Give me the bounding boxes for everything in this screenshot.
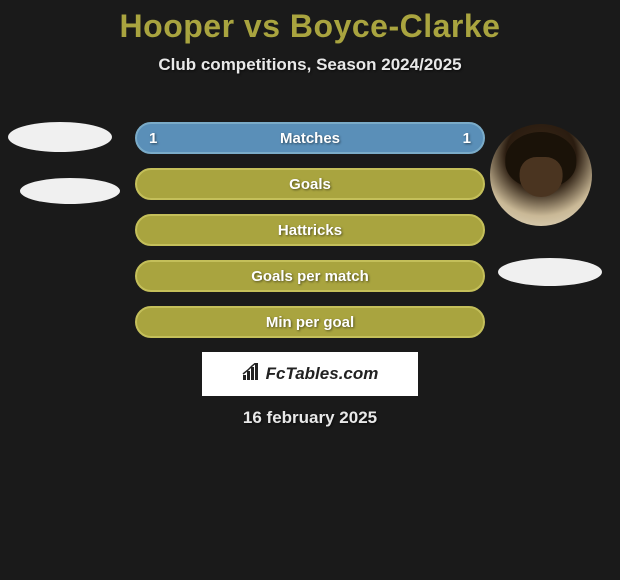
stat-label: Goals [289, 176, 331, 193]
player-right-badge-placeholder [498, 258, 602, 286]
stat-row-goals: Goals [135, 168, 485, 200]
stat-left-value: 1 [149, 130, 157, 147]
stats-panel: 1 Matches 1 Goals Hattricks Goals per ma… [135, 122, 485, 352]
player-left-avatar-placeholder-2 [20, 178, 120, 204]
subtitle: Club competitions, Season 2024/2025 [0, 55, 620, 75]
player-right-avatar [490, 124, 592, 226]
player-left-avatar-placeholder-1 [8, 122, 112, 152]
stat-label: Matches [280, 130, 340, 147]
chart-icon [242, 363, 262, 386]
stat-row-goals-per-match: Goals per match [135, 260, 485, 292]
stat-row-min-per-goal: Min per goal [135, 306, 485, 338]
page-title: Hooper vs Boyce-Clarke [0, 0, 620, 45]
stat-row-matches: 1 Matches 1 [135, 122, 485, 154]
brand-label: FcTables.com [266, 364, 379, 384]
stat-right-value: 1 [463, 130, 471, 147]
brand-box[interactable]: FcTables.com [202, 352, 418, 396]
stat-row-hattricks: Hattricks [135, 214, 485, 246]
stat-label: Min per goal [266, 314, 354, 331]
stat-label: Goals per match [251, 268, 369, 285]
stat-label: Hattricks [278, 222, 342, 239]
date-label: 16 february 2025 [243, 408, 377, 428]
